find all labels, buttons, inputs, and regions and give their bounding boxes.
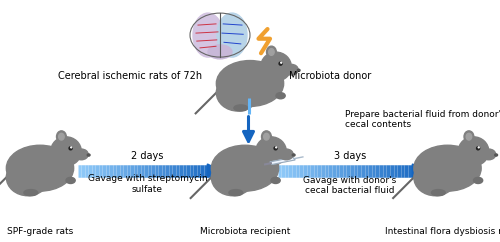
Ellipse shape	[212, 145, 278, 191]
Ellipse shape	[478, 147, 479, 148]
Ellipse shape	[212, 159, 254, 196]
Ellipse shape	[495, 154, 498, 156]
Ellipse shape	[432, 190, 445, 196]
Ellipse shape	[280, 149, 293, 160]
Ellipse shape	[284, 64, 298, 75]
Ellipse shape	[58, 133, 64, 140]
Ellipse shape	[216, 60, 284, 106]
Ellipse shape	[482, 149, 496, 160]
Text: Microbiota donor: Microbiota donor	[289, 71, 371, 81]
Ellipse shape	[6, 145, 73, 191]
Ellipse shape	[462, 166, 476, 177]
Ellipse shape	[260, 52, 292, 81]
Ellipse shape	[88, 154, 90, 156]
Ellipse shape	[464, 131, 474, 143]
Polygon shape	[270, 157, 295, 165]
Ellipse shape	[268, 49, 274, 55]
Text: Cerebral ischemic rats of 72h: Cerebral ischemic rats of 72h	[58, 71, 202, 81]
Ellipse shape	[458, 137, 489, 166]
Text: 2 days: 2 days	[132, 151, 164, 161]
Ellipse shape	[229, 190, 242, 196]
Ellipse shape	[466, 133, 471, 140]
Ellipse shape	[71, 147, 72, 148]
Ellipse shape	[474, 177, 482, 183]
Ellipse shape	[234, 105, 247, 111]
Text: SPF-grade rats: SPF-grade rats	[7, 227, 73, 236]
Ellipse shape	[274, 147, 277, 150]
Ellipse shape	[69, 147, 72, 150]
Ellipse shape	[264, 133, 269, 140]
Ellipse shape	[476, 147, 480, 150]
Ellipse shape	[298, 69, 300, 71]
Ellipse shape	[271, 177, 280, 183]
Ellipse shape	[193, 13, 223, 57]
Text: Microbiota recipient: Microbiota recipient	[200, 227, 290, 236]
Ellipse shape	[216, 74, 259, 111]
Ellipse shape	[66, 177, 75, 183]
Ellipse shape	[279, 62, 282, 65]
Text: Prepare bacterial fluid from donor's
cecal contents: Prepare bacterial fluid from donor's cec…	[345, 110, 500, 129]
Ellipse shape	[264, 81, 279, 92]
Ellipse shape	[256, 137, 286, 166]
Ellipse shape	[259, 166, 274, 177]
Ellipse shape	[208, 45, 232, 59]
Ellipse shape	[262, 131, 272, 143]
Ellipse shape	[292, 154, 295, 156]
Ellipse shape	[24, 190, 38, 196]
Ellipse shape	[74, 149, 88, 160]
Ellipse shape	[6, 159, 49, 196]
Ellipse shape	[414, 159, 457, 196]
Text: Intestinal flora dysbiosis rats: Intestinal flora dysbiosis rats	[384, 227, 500, 236]
Ellipse shape	[217, 13, 247, 57]
Ellipse shape	[266, 46, 276, 58]
Ellipse shape	[50, 137, 82, 166]
Ellipse shape	[54, 166, 69, 177]
Ellipse shape	[56, 131, 66, 143]
Text: 3 days: 3 days	[334, 151, 366, 161]
Ellipse shape	[276, 93, 285, 99]
Text: Gavage with donor's
cecal bacterial fluid: Gavage with donor's cecal bacterial flui…	[304, 176, 396, 195]
Ellipse shape	[414, 145, 481, 191]
Text: Gavage with streptomycin
sulfate: Gavage with streptomycin sulfate	[88, 174, 208, 194]
